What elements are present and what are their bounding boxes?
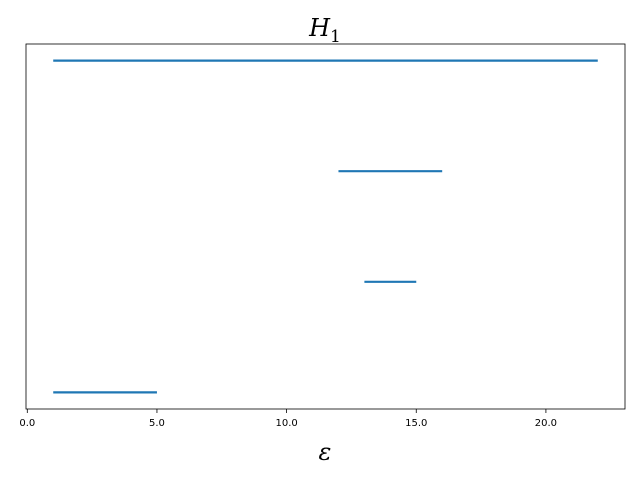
x-tick-label: 15.0 xyxy=(405,418,427,429)
title-symbol: H xyxy=(308,14,331,42)
x-tick-label: 10.0 xyxy=(275,418,297,429)
x-tick-label: 20.0 xyxy=(535,418,557,429)
x-tick-label: 5.0 xyxy=(149,418,165,429)
x-tick-label: 0.0 xyxy=(19,418,35,429)
chart-title: H1 xyxy=(308,14,341,47)
title-subscript: 1 xyxy=(330,27,341,47)
plot-frame xyxy=(25,43,626,410)
x-axis-label: ε xyxy=(319,438,332,466)
